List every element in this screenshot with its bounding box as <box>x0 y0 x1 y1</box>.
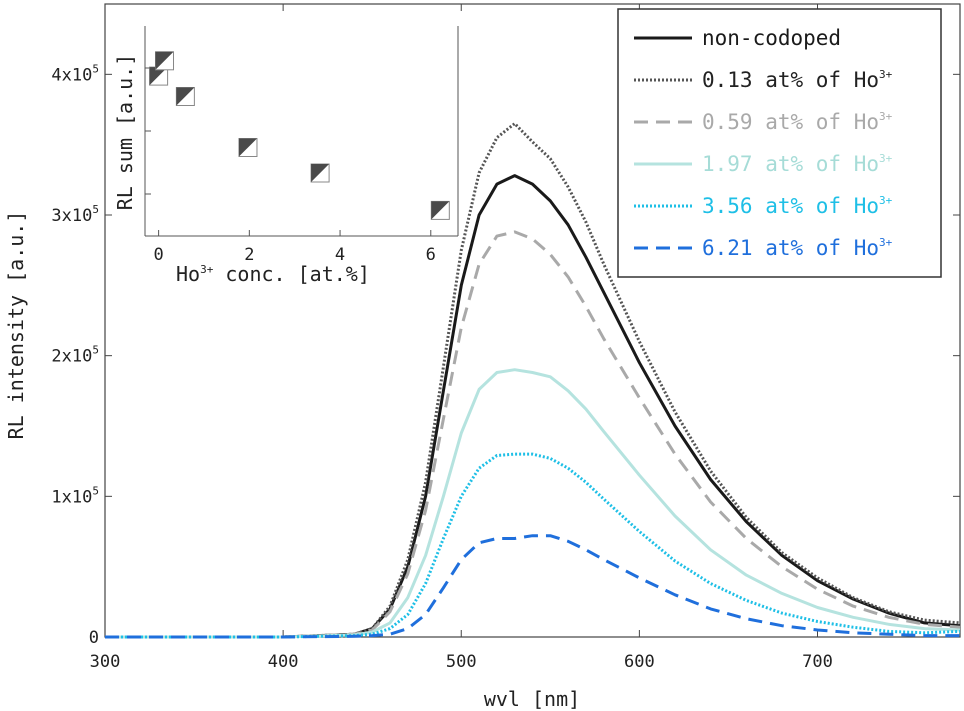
legend-label-text: non-codoped <box>702 26 841 50</box>
inset-point-fill <box>155 51 174 70</box>
series-line-3 <box>105 230 961 639</box>
legend-label-text: 6.21 at% of Ho <box>702 236 879 260</box>
inset-point-fill <box>149 67 168 86</box>
inset-frame <box>145 26 458 236</box>
series-line-1 <box>105 174 961 639</box>
legend-box <box>617 8 942 278</box>
legend-label-text: 0.13 at% of Ho <box>702 68 879 92</box>
inset-ticks: 0 2 4 6 <box>145 67 436 265</box>
inset-point-fill <box>431 201 450 220</box>
x-tick-label: 600 <box>624 652 655 672</box>
legend-label-2: 0.13 at% of Ho3+ <box>702 68 893 92</box>
inset-plot: 0 2 4 6 RL sum [a.u.] Ho3+ conc. [at.%] <box>113 26 459 286</box>
y-tick-exp: 5 <box>92 62 99 75</box>
legend-label-5: 3.56 at% of Ho3+ <box>702 194 893 218</box>
legend-label-sup: 3+ <box>879 152 893 165</box>
inset-x-label-sup: 3+ <box>200 263 214 276</box>
series-line-6 <box>105 534 960 639</box>
inset-point <box>175 87 195 106</box>
inset-point-fill <box>176 87 195 106</box>
series-line-5 <box>105 452 961 639</box>
inset-point <box>149 66 169 86</box>
inset-x-label-main: Ho <box>176 262 200 286</box>
inset-point <box>155 51 175 71</box>
x-axis-label: wvl [nm] <box>484 687 580 711</box>
main-plot-frame <box>104 3 961 638</box>
y-tick-base: 1x10 <box>51 487 92 507</box>
inset-points <box>149 51 450 220</box>
legend-label-sup: 3+ <box>879 194 893 207</box>
y-tick-label: 4x105 <box>51 62 99 85</box>
inset-y-axis-label: RL sum [a.u.] <box>113 54 137 211</box>
legend-label-4: 1.97 at% of Ho3+ <box>702 152 893 176</box>
legend-label-sup: 3+ <box>879 236 893 249</box>
legend-label-6: 6.21 at% of Ho3+ <box>702 236 893 260</box>
main-series-lines <box>105 122 961 639</box>
y-tick-label: 2x105 <box>51 344 99 367</box>
inset-point-fill <box>311 164 330 182</box>
inset-x-axis-label: Ho3+ conc. [at.%] <box>176 262 370 286</box>
inset-point-fill <box>238 138 257 157</box>
inset-x-tick-label: 0 <box>153 245 163 265</box>
inset-x-label-rest: conc. [at.%] <box>213 262 370 286</box>
inset-point <box>430 200 450 220</box>
inset-point <box>310 163 330 183</box>
y-tick-exp: 5 <box>92 344 99 357</box>
x-tick-label: 500 <box>446 652 477 672</box>
series-line-2 <box>105 122 961 639</box>
y-tick-exp: 5 <box>92 203 99 216</box>
y-tick-label: 3x105 <box>51 203 99 226</box>
legend-label-sup: 3+ <box>879 110 893 123</box>
x-tick-label: 300 <box>90 652 121 672</box>
inset-x-tick-label: 4 <box>335 245 345 265</box>
x-tick-label: 400 <box>268 652 299 672</box>
legend-label-sup: 3+ <box>879 68 893 81</box>
y-tick-base: 3x10 <box>51 206 92 226</box>
legend-label-1: non-codoped <box>702 26 841 50</box>
y-tick-base: 2x10 <box>51 347 92 367</box>
legend-label-text: 3.56 at% of Ho <box>702 194 879 218</box>
inset-x-tick-label: 6 <box>426 245 436 265</box>
inset-point <box>238 138 258 157</box>
y-tick-label: 0 <box>89 628 99 648</box>
y-axis-label: RL intensity [a.u.] <box>4 211 28 440</box>
legend-label-text: 1.97 at% of Ho <box>702 152 879 176</box>
legend-label-3: 0.59 at% of Ho3+ <box>702 110 893 134</box>
series-line-4 <box>105 368 961 639</box>
y-tick-exp: 5 <box>92 484 99 497</box>
y-tick-label: 1x105 <box>51 484 99 507</box>
x-tick-label: 700 <box>802 652 833 672</box>
legend-label-text: 0.59 at% of Ho <box>702 110 879 134</box>
inset-x-tick-label: 2 <box>244 245 254 265</box>
y-tick-base: 4x10 <box>51 65 92 85</box>
y-tick-base: 0 <box>89 628 99 648</box>
